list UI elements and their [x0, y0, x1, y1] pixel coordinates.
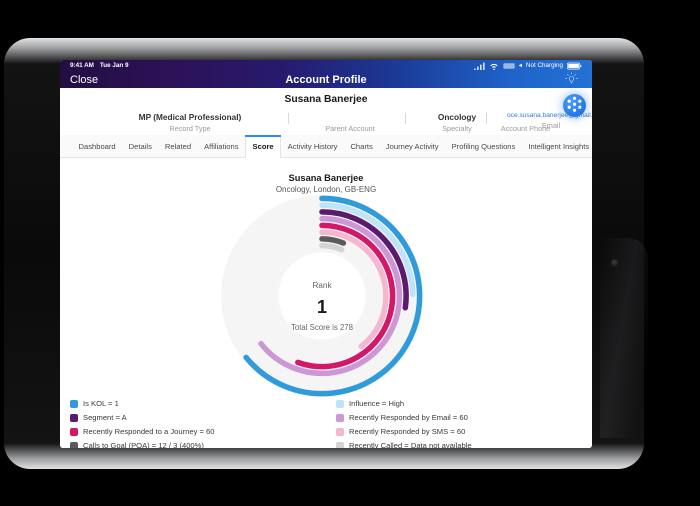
svg-text:1: 1 — [317, 297, 327, 317]
svg-text:Total Score is 278: Total Score is 278 — [291, 323, 353, 332]
svg-text:Rank: Rank — [312, 280, 332, 290]
